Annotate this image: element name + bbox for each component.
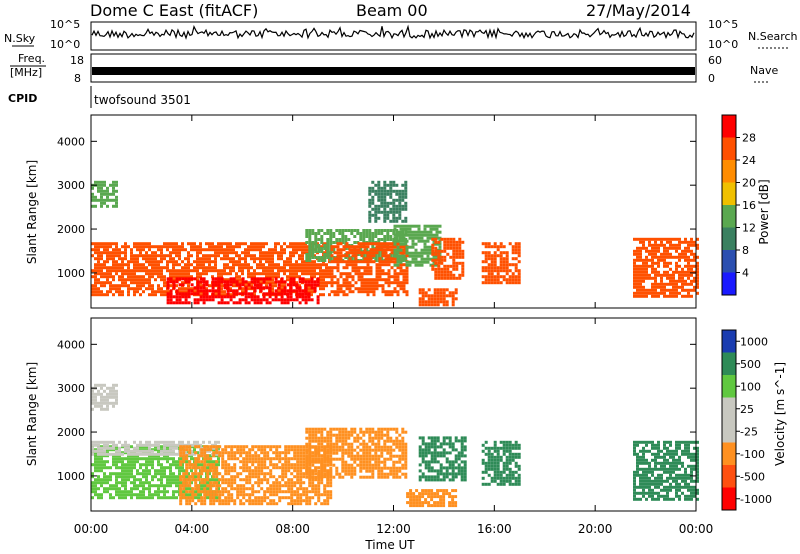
colorbar-tick-label: 100	[740, 380, 761, 393]
colorbar-tick-label: 12	[742, 222, 756, 235]
nave-tick-top: 60	[708, 54, 722, 67]
nave-label: Nave	[750, 64, 778, 77]
power-echo-region-5	[368, 180, 408, 223]
colorbar-tick-label: 16	[742, 199, 756, 212]
ytick-label: 2000	[57, 223, 85, 236]
ytick-label: 1000	[57, 267, 85, 280]
colorbar-swatch	[722, 137, 736, 160]
colorbar-swatch	[722, 250, 736, 273]
cpid-label: CPID	[8, 92, 37, 105]
nsky-tick-top-right: 10^5	[708, 18, 738, 31]
power-echo-region-0	[91, 180, 118, 208]
velocity-echo-cells	[91, 383, 699, 508]
colorbar-tick-label: 8	[742, 244, 749, 257]
velocity-echo-region-5	[406, 489, 458, 508]
power-echo-region-1	[91, 242, 331, 297]
colorbar-tick-label: 4	[742, 267, 749, 280]
colorbar-tick-label: -25	[740, 425, 758, 438]
date-title: 27/May/2014	[586, 1, 691, 20]
colorbar-swatch	[722, 397, 736, 420]
freq-tick-top-left: 18	[70, 54, 84, 67]
colorbar-tick-label: 1000	[740, 335, 768, 348]
cpid-text: twofsound 3501	[94, 93, 191, 107]
power-colorbar: 4 8 12 16 20 24 28	[721, 114, 756, 296]
colorbar-tick-label: -100	[740, 448, 765, 461]
beam-title: Beam 00	[356, 1, 428, 20]
xtick-label: 08:00	[275, 522, 310, 536]
power-echo-region-7	[418, 288, 458, 307]
colorbar-tick-label: 24	[742, 154, 756, 167]
colorbar-swatch	[722, 487, 736, 510]
freq-frame	[90, 53, 697, 83]
nsky-tick-bottom-right: 10^0	[708, 38, 738, 51]
power-echo-cells	[91, 180, 699, 307]
nsky-panel: N.Sky 10^5 10^0 10^5 10^0 N.Search	[4, 18, 798, 51]
colorbar-tick-label: -500	[740, 470, 765, 483]
station-title: Dome C East (fitACF)	[90, 1, 258, 20]
freq-band	[92, 67, 695, 75]
colorbar-tick-label: 28	[742, 132, 756, 145]
colorbar-tick-label: 500	[740, 358, 761, 371]
xtick-label: 12:00	[376, 522, 411, 536]
colorbar-swatch	[722, 272, 736, 295]
power-echo-region-8	[431, 237, 465, 280]
ytick-label: 4000	[57, 338, 85, 351]
cpid-panel: CPID twofsound 3501	[8, 86, 191, 108]
power-echo-region-9	[481, 242, 521, 285]
velocity-colorbar: 1000 500 100 25 -25 -100 -500 -1000	[721, 329, 772, 511]
colorbar-swatch	[722, 330, 736, 353]
power-cbar-label: Power [dB]	[757, 179, 771, 244]
nsky-label: N.Sky	[4, 32, 36, 45]
power-echo-region-6	[393, 224, 442, 267]
nsearch-label: N.Search	[748, 30, 798, 43]
xtick-label: 00:00	[74, 522, 109, 536]
velocity-cbar-label: Velocity [m s^-1]	[773, 362, 787, 466]
nsky-tick-top-left: 10^5	[50, 18, 80, 31]
colorbar-swatch	[722, 227, 736, 250]
colorbar-swatch	[722, 205, 736, 228]
colorbar-swatch	[722, 182, 736, 205]
velocity-echo-region-8	[633, 440, 699, 501]
freq-tick-bottom-left: 8	[74, 72, 81, 85]
power-panel: 1000 2000 3000 4000 Slant Range [km] 4 8 12 16…	[25, 114, 771, 309]
nsky-frame	[90, 21, 697, 51]
colorbar-swatch	[722, 160, 736, 183]
freq-panel: Freq. [MHz] 18 8 60 0 Nave	[10, 52, 778, 85]
colorbar-tick-label: 25	[740, 403, 754, 416]
power-echo-region-2	[166, 277, 320, 305]
colorbar-swatch	[722, 375, 736, 398]
colorbar-tick-label: -1000	[740, 493, 772, 506]
colorbar-swatch	[722, 442, 736, 465]
ytick-label: 4000	[57, 135, 85, 148]
colorbar-tick-label: 20	[742, 177, 756, 190]
xtick-label: 00:00	[679, 522, 714, 536]
velocity-echo-region-7	[481, 440, 521, 486]
power-echo-region-10	[633, 237, 699, 298]
time-axis-label: Time UT	[364, 538, 415, 552]
colorbar-swatch	[722, 420, 736, 443]
time-axis: 00:00 04:00 08:00 12:00 16:00 20:00 00:00	[74, 115, 714, 536]
ytick-label: 2000	[57, 426, 85, 439]
ytick-label: 3000	[57, 382, 85, 395]
colorbar-swatch	[722, 465, 736, 488]
ytick-label: 3000	[57, 179, 85, 192]
colorbar-swatch	[722, 115, 736, 138]
xtick-label: 04:00	[175, 522, 210, 536]
freq-label: Freq.	[18, 52, 45, 65]
nsky-trace	[91, 24, 695, 40]
colorbar-swatch	[722, 352, 736, 375]
nave-tick-bottom: 0	[708, 72, 715, 85]
velocity-echo-region-6	[418, 436, 467, 482]
velocity-panel: 1000 2000 3000 4000 Slant Range [km] 1000 50…	[25, 317, 787, 512]
xtick-label: 20:00	[578, 522, 613, 536]
nsky-tick-bottom-left: 10^0	[50, 38, 80, 51]
velocity-ylabel: Slant Range [km]	[25, 362, 39, 466]
power-ylabel: Slant Range [km]	[25, 160, 39, 264]
xtick-label: 16:00	[477, 522, 512, 536]
ytick-label: 1000	[57, 470, 85, 483]
power-echo-region-4	[330, 242, 409, 297]
freq-unit: [MHz]	[10, 66, 42, 79]
velocity-echo-region-4	[305, 427, 408, 479]
